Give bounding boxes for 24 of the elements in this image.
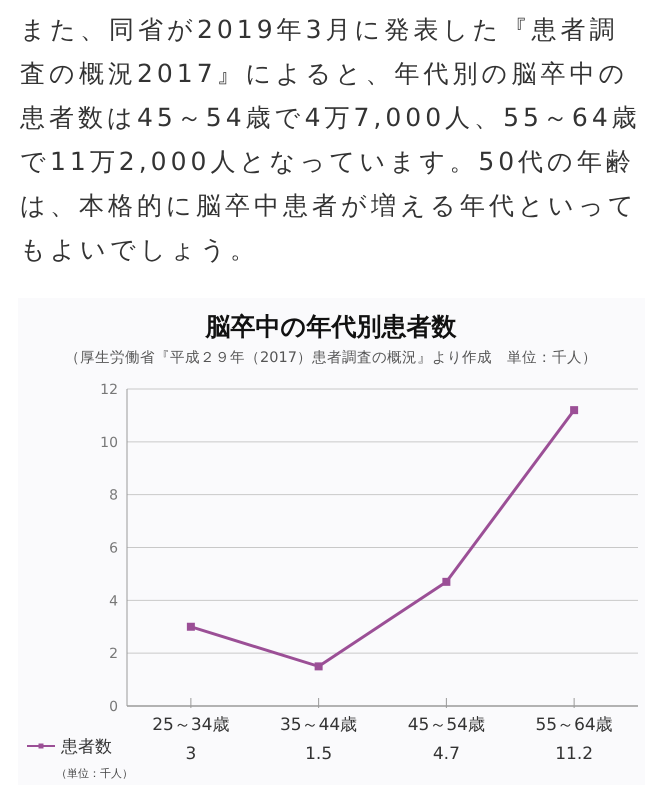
x-tick-label: 55～64歳 <box>535 715 613 735</box>
y-tick-label: 10 <box>100 434 118 451</box>
y-tick-label: 12 <box>100 382 118 398</box>
point <box>570 406 578 414</box>
point <box>314 662 323 670</box>
y-tick-label: 0 <box>109 699 118 715</box>
x-tick-label: 25～34歳 <box>152 715 230 735</box>
data-label: 3 <box>185 744 196 764</box>
point <box>442 578 450 586</box>
data-label: 11.2 <box>555 744 594 764</box>
point <box>186 622 195 631</box>
y-tick-label: 8 <box>109 488 118 504</box>
title: 脳卒中の年代別患者数 <box>206 312 456 341</box>
subtitle: （厚生労働省『平成２９年（2017）患者調査の概況』より作成 単位：千人） <box>65 350 597 366</box>
annotation: また、同省が2019年3月に発表した『患者調査の概況2017』によると、年代別の脳卒中の患者数は45～54歳で4万7,000人、55～64歳で11万2,000人となっています。50代の年齢は、本格的に脳卒中患者が増える年代といってもよいでしょう。 <box>20 14 642 266</box>
x-tick-label: 45～54歳 <box>408 715 486 735</box>
x-tick-label: 35～44歳 <box>280 715 358 735</box>
data-label: 1.5 <box>305 744 332 764</box>
y-tick-label: 6 <box>109 540 118 556</box>
data-label: 4.7 <box>432 744 460 764</box>
annotation: （単位：千人） <box>56 767 133 780</box>
legend-label: 患者数 <box>60 737 112 757</box>
y-tick-label: 2 <box>109 646 118 662</box>
y-tick-label: 4 <box>109 593 118 610</box>
